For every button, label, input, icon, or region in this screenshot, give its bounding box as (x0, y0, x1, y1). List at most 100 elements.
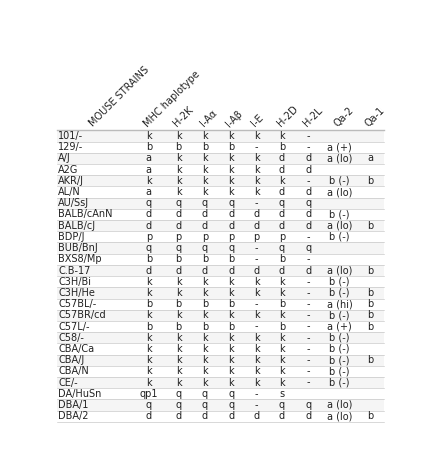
Text: k: k (228, 153, 234, 163)
Text: d: d (254, 209, 260, 219)
Text: k: k (146, 176, 152, 186)
Text: q: q (175, 198, 181, 208)
Text: q: q (228, 389, 234, 399)
Text: d: d (202, 411, 208, 421)
Text: q: q (202, 198, 208, 208)
Text: k: k (254, 355, 259, 365)
Text: -: - (307, 355, 310, 365)
Text: k: k (146, 367, 152, 377)
Text: C57BR/cd: C57BR/cd (58, 310, 106, 320)
Text: k: k (176, 165, 181, 175)
Text: k: k (176, 333, 181, 343)
Text: -: - (307, 232, 310, 242)
Text: C3H/Bi: C3H/Bi (58, 277, 92, 287)
Text: -: - (255, 322, 258, 332)
Text: k: k (146, 333, 152, 343)
Text: a (lo): a (lo) (327, 187, 352, 197)
Text: d: d (202, 221, 208, 231)
Text: q: q (279, 198, 285, 208)
Text: d: d (305, 411, 311, 421)
Text: Qa-2: Qa-2 (332, 105, 356, 129)
Text: a: a (146, 187, 152, 197)
Text: k: k (279, 333, 285, 343)
Text: q: q (305, 198, 311, 208)
Text: -: - (255, 400, 258, 410)
Text: k: k (176, 277, 181, 287)
Text: k: k (254, 153, 259, 163)
Text: d: d (175, 266, 181, 276)
Text: k: k (202, 367, 208, 377)
Text: p: p (254, 232, 260, 242)
Text: d: d (228, 411, 234, 421)
Text: k: k (202, 187, 208, 197)
Text: a: a (146, 165, 152, 175)
Text: -: - (255, 243, 258, 253)
Text: k: k (279, 344, 285, 354)
Text: k: k (228, 333, 234, 343)
Text: b: b (175, 322, 182, 332)
Text: d: d (202, 266, 208, 276)
Text: k: k (202, 344, 208, 354)
Text: d: d (279, 221, 285, 231)
Text: k: k (146, 131, 152, 141)
Bar (57, 254, 384, 265)
Text: k: k (254, 367, 259, 377)
Text: -: - (307, 310, 310, 320)
Text: H-2D: H-2D (275, 104, 300, 129)
Text: b: b (279, 322, 285, 332)
Text: k: k (228, 288, 234, 298)
Bar (57, 142, 384, 153)
Text: C57L/-: C57L/- (58, 322, 90, 332)
Text: -: - (307, 277, 310, 287)
Text: s: s (280, 389, 285, 399)
Text: p: p (146, 232, 152, 242)
Text: k: k (279, 377, 285, 387)
Text: d: d (175, 209, 181, 219)
Text: b: b (228, 322, 234, 332)
Text: k: k (176, 377, 181, 387)
Bar (57, 321, 384, 332)
Bar (57, 298, 384, 310)
Text: -: - (307, 288, 310, 298)
Text: k: k (279, 355, 285, 365)
Text: k: k (254, 277, 259, 287)
Text: k: k (254, 333, 259, 343)
Text: -: - (307, 322, 310, 332)
Text: CBA/N: CBA/N (58, 367, 89, 377)
Text: b (-): b (-) (329, 176, 350, 186)
Bar (57, 366, 384, 377)
Text: qp1: qp1 (139, 389, 158, 399)
Bar (57, 388, 384, 399)
Text: d: d (305, 187, 311, 197)
Text: C57BL/-: C57BL/- (58, 299, 97, 309)
Text: a (hi): a (hi) (326, 299, 352, 309)
Text: b: b (279, 142, 285, 152)
Text: b (-): b (-) (329, 333, 350, 343)
Text: k: k (146, 310, 152, 320)
Text: d: d (254, 266, 260, 276)
Text: d: d (228, 209, 234, 219)
Text: d: d (305, 165, 311, 175)
Text: d: d (279, 153, 285, 163)
Text: AL/N: AL/N (58, 187, 81, 197)
Text: a: a (146, 153, 152, 163)
Text: k: k (176, 355, 181, 365)
Bar (57, 288, 384, 298)
Text: A/J: A/J (58, 153, 71, 163)
Text: q: q (228, 198, 234, 208)
Bar (57, 153, 384, 164)
Text: d: d (254, 221, 260, 231)
Text: k: k (228, 131, 234, 141)
Text: 101/-: 101/- (58, 131, 83, 141)
Text: k: k (228, 176, 234, 186)
Text: b (-): b (-) (329, 277, 350, 287)
Text: b (-): b (-) (329, 310, 350, 320)
Text: d: d (254, 411, 260, 421)
Text: k: k (279, 176, 285, 186)
Text: k: k (176, 288, 181, 298)
Text: q: q (175, 389, 181, 399)
Text: BXS8/Mp: BXS8/Mp (58, 254, 102, 264)
Text: MOUSE STRAINS: MOUSE STRAINS (88, 65, 151, 129)
Text: b: b (367, 221, 374, 231)
Text: a (lo): a (lo) (327, 266, 352, 276)
